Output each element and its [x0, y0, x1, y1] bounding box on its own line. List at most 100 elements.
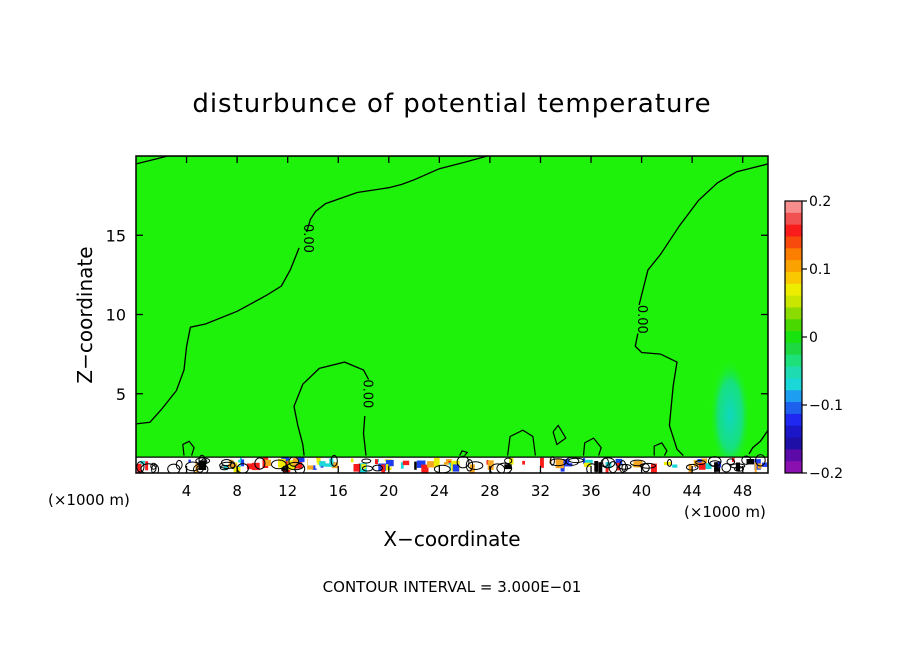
- ground-cell: [615, 458, 623, 466]
- ground-contour: [755, 454, 766, 467]
- ground-cell: [701, 458, 708, 466]
- ground-cell: [185, 464, 192, 471]
- ground-cell: [216, 457, 224, 465]
- colorbar-tick-label: −0.2: [809, 466, 843, 482]
- ground-cell: [642, 462, 650, 467]
- x-tick-label: 16: [329, 482, 348, 500]
- ground-cell: [705, 463, 712, 470]
- contour-interval-footer: CONTOUR INTERVAL = 3.000E−01: [323, 578, 582, 596]
- ground-cell: [240, 457, 242, 464]
- colorbar-swatch: [785, 283, 802, 297]
- y-axis-label: Z−coordinate: [73, 246, 97, 383]
- ground-cell: [672, 464, 680, 468]
- x-tick-label: 28: [480, 482, 499, 500]
- x-tick-label: 24: [430, 482, 449, 500]
- x-tick-label: 8: [232, 482, 242, 500]
- ground-contour: [721, 463, 732, 473]
- ground-cell: [504, 464, 512, 470]
- ground-contour: [456, 455, 470, 469]
- ground-cell: [598, 462, 603, 473]
- ground-contour: [330, 454, 338, 467]
- chart-title: disturbunce of potential temperature: [192, 89, 711, 119]
- ground-cell: [688, 463, 692, 473]
- ground-cell: [583, 458, 586, 464]
- contour-line: [634, 333, 684, 457]
- ground-contour: [361, 458, 372, 464]
- ground-cell: [188, 459, 191, 463]
- ground-cell: [540, 457, 544, 468]
- ground-cell: [353, 464, 360, 472]
- colorbar-swatch: [785, 295, 802, 308]
- ground-contour: [568, 457, 584, 464]
- x-tick-label: 32: [531, 482, 550, 500]
- ground-cell: [427, 461, 436, 468]
- colorbar-swatch: [785, 271, 802, 285]
- ground-cell: [665, 459, 672, 465]
- ground-cell: [693, 460, 701, 467]
- ground-cell: [381, 464, 385, 473]
- y-tick-label: 5: [116, 385, 126, 404]
- ground-cell: [754, 462, 757, 473]
- colorbar-swatch: [785, 402, 802, 415]
- ground-contour: [200, 458, 208, 466]
- ground-cell: [145, 461, 149, 471]
- colorbar-swatch: [785, 449, 802, 462]
- contour-labels: 0.00 0.00 0.00: [300, 224, 649, 408]
- colorbar-swatch: [785, 248, 802, 261]
- ground-contour: [467, 461, 484, 471]
- ground-cell: [720, 460, 726, 465]
- colorbar-swatch: [785, 378, 802, 391]
- ground-cell: [171, 461, 176, 469]
- ground-cell: [515, 461, 521, 472]
- x-unit-right: (×1000 m): [684, 503, 766, 521]
- colorbar-swatch: [785, 437, 802, 450]
- ground-cell: [443, 462, 450, 466]
- ground-cell: [583, 462, 592, 467]
- colorbar-tick-label: −0.1: [809, 398, 843, 414]
- ground-cell: [433, 457, 440, 467]
- ground-cell: [733, 457, 742, 463]
- colorbar-swatch: [785, 331, 802, 344]
- colorbar-swatch: [785, 236, 802, 249]
- ground-contour: [175, 459, 183, 470]
- contour-line: [638, 163, 768, 306]
- ground-cell: [174, 461, 182, 472]
- ground-contour: [151, 464, 160, 473]
- ground-cell: [487, 460, 494, 470]
- ground-strip: [136, 454, 768, 473]
- ground-cell: [220, 463, 224, 473]
- colorbar-swatch: [785, 425, 802, 439]
- ground-cell: [165, 459, 173, 467]
- ground-cell: [444, 464, 450, 473]
- contour-bump: [459, 450, 469, 456]
- ground-contour: [741, 455, 752, 465]
- ground-cell: [204, 457, 211, 467]
- colorbar-swatch: [785, 413, 802, 427]
- ground-contour: [602, 457, 609, 468]
- x-tick-label: 48: [733, 482, 752, 500]
- ground-contour: [271, 459, 287, 470]
- ground-cell: [396, 460, 401, 468]
- ground-contour: [219, 461, 236, 469]
- contour-line: [748, 429, 768, 455]
- colorbar-swatch: [785, 201, 802, 214]
- contour-bump: [582, 437, 602, 456]
- ground-contour: [140, 463, 157, 473]
- plot-area: 0.000.000.00 4 8 12 16 20 24 28 32 36 40 44 48 5101…: [106, 155, 769, 500]
- contour-label: 0.00: [300, 224, 315, 253]
- ground-cell: [241, 459, 245, 467]
- ground-contour: [254, 457, 266, 470]
- ground-contour: [695, 460, 706, 465]
- ground-cell: [486, 460, 489, 465]
- ground-cell: [154, 461, 160, 465]
- field-layer: [709, 352, 751, 467]
- field-background: [136, 156, 768, 473]
- y-ticks: 5 10 15: [106, 226, 768, 404]
- contour-bump: [653, 442, 668, 456]
- ground-contour: [504, 457, 513, 464]
- colorbar-swatch: [785, 260, 802, 273]
- ground-cell: [385, 459, 394, 467]
- x-tick-label: 44: [683, 482, 702, 500]
- ground-contour: [726, 458, 736, 466]
